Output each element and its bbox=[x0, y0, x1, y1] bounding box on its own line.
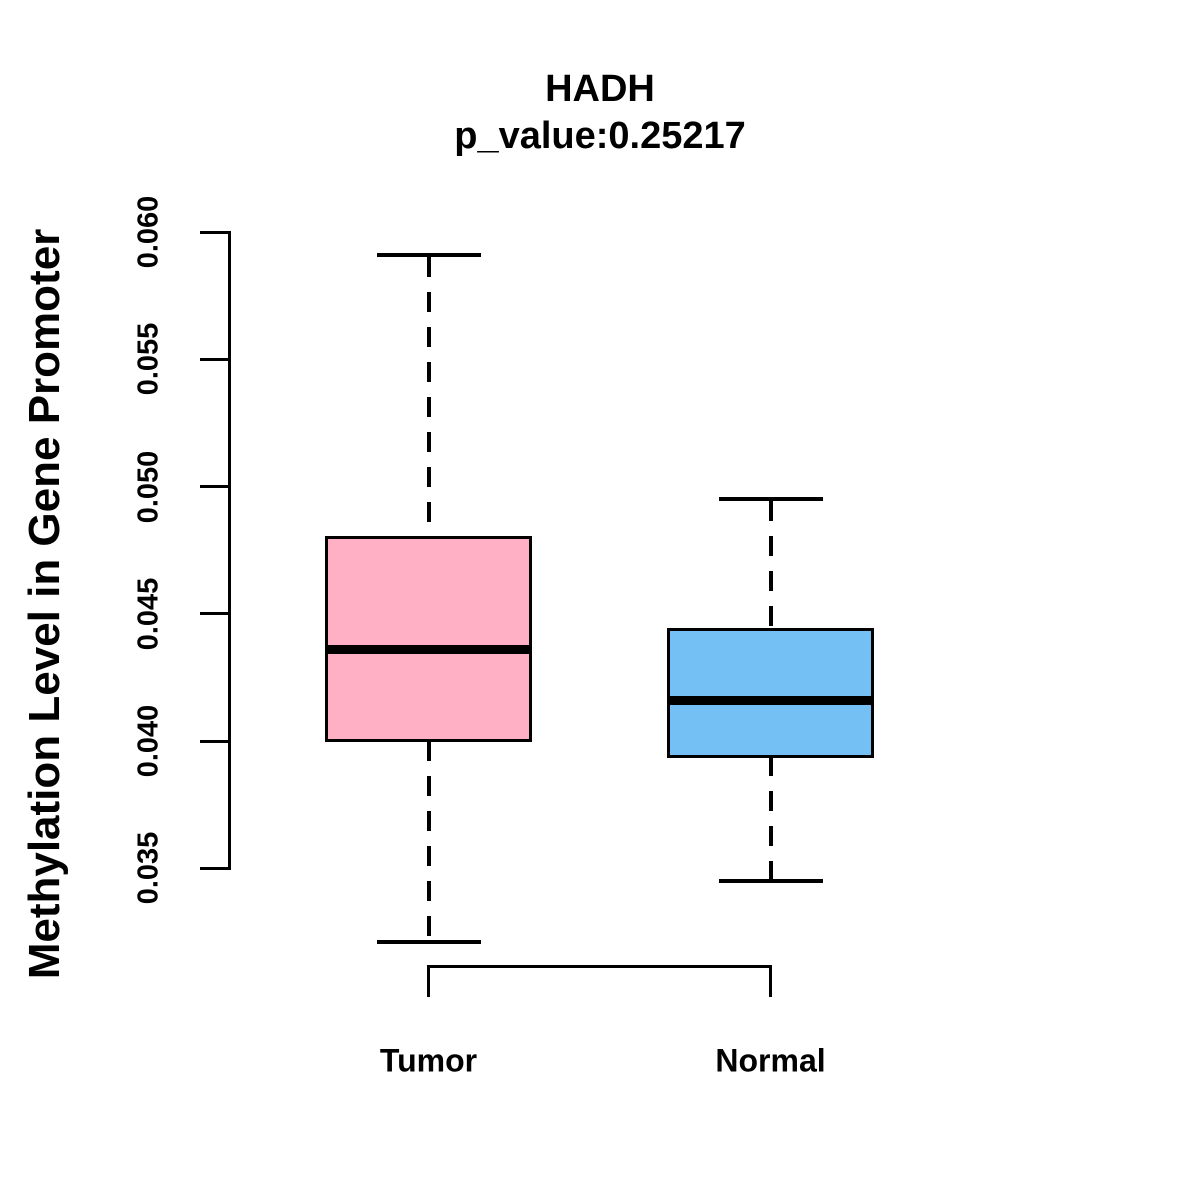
whisker-cap-lower-normal bbox=[718, 878, 823, 883]
y-axis-tick bbox=[199, 739, 230, 743]
whisker-upper-normal bbox=[768, 501, 773, 630]
whisker-cap-lower-tumor bbox=[376, 939, 481, 944]
y-axis-tick-label: 0.035 bbox=[132, 831, 165, 905]
y-axis-tick bbox=[199, 612, 230, 616]
y-axis-tick-label: 0.060 bbox=[132, 195, 165, 269]
median-line-normal bbox=[667, 695, 874, 705]
chart-subtitle: p_value:0.25217 bbox=[454, 115, 746, 157]
median-line-tumor bbox=[325, 644, 532, 654]
y-axis-tick-label: 0.050 bbox=[132, 450, 165, 523]
whisker-upper-tumor bbox=[426, 257, 431, 538]
box-tumor bbox=[325, 535, 532, 743]
chart-title-block: HADH p_value:0.25217 bbox=[229, 66, 971, 160]
y-axis-tick bbox=[199, 230, 230, 234]
x-axis-line bbox=[427, 964, 772, 968]
x-axis-label-normal: Normal bbox=[715, 1042, 826, 1079]
whisker-lower-normal bbox=[768, 756, 773, 879]
box-normal bbox=[667, 627, 874, 758]
y-axis-tick-label: 0.040 bbox=[132, 704, 165, 778]
chart-title: HADH bbox=[545, 68, 655, 110]
x-axis-tick-tumor bbox=[427, 964, 430, 997]
whisker-cap-upper-tumor bbox=[376, 253, 481, 258]
y-axis-tick bbox=[199, 485, 230, 489]
whisker-cap-upper-normal bbox=[718, 497, 823, 502]
y-axis-tick bbox=[199, 357, 230, 361]
x-axis-tick-normal bbox=[769, 964, 772, 997]
whisker-lower-tumor bbox=[426, 741, 431, 940]
y-axis-tick-label: 0.055 bbox=[132, 323, 165, 396]
y-axis-tick-label: 0.045 bbox=[132, 577, 165, 651]
x-axis-label-tumor: Tumor bbox=[379, 1042, 478, 1079]
y-axis-tick bbox=[199, 866, 230, 870]
y-axis-line bbox=[228, 230, 231, 870]
